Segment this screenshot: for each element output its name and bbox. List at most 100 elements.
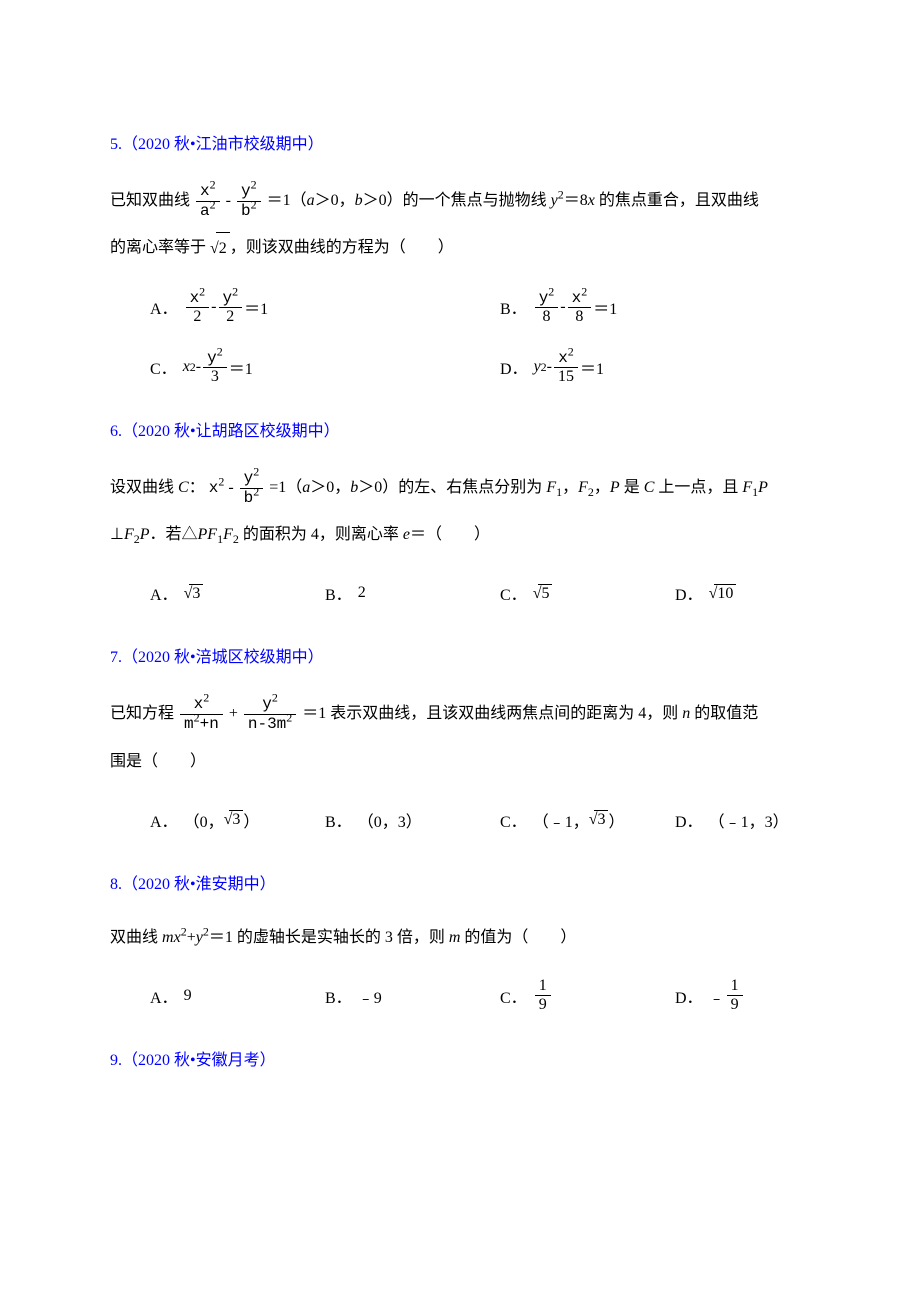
option-a[interactable]: A． x2 2 - y2 2 ＝1: [110, 277, 460, 337]
text: ．若△: [150, 526, 198, 543]
option-b[interactable]: B． 2: [285, 563, 460, 623]
var-p: P: [758, 479, 768, 496]
var-f: F: [124, 526, 134, 543]
sup: 2: [548, 284, 554, 298]
radicand: 3: [189, 584, 203, 603]
option-label: B．: [500, 295, 527, 319]
sup: 2: [217, 344, 223, 358]
sup: 2: [272, 691, 278, 705]
num-var: y: [244, 469, 254, 487]
option-label: C．: [150, 355, 177, 379]
var-f: F: [578, 479, 588, 496]
option-a[interactable]: A． （0， √3 ）: [110, 790, 285, 850]
question-8-header: 8.（2020 秋•淮安期中）: [110, 870, 810, 894]
var-f: F: [223, 526, 233, 543]
num-var: y: [262, 695, 272, 713]
var-y: y: [196, 929, 203, 946]
option-b[interactable]: B． （0，3）: [285, 790, 460, 850]
var-c: C: [178, 479, 189, 496]
text: 上一点，且: [654, 479, 742, 496]
option-label: C．: [500, 984, 527, 1008]
var-b: b: [355, 192, 363, 209]
var-p: P: [140, 526, 150, 543]
question-5-body-line2: 的离心率等于 √2，则该双曲线的方程为（ ）: [110, 232, 810, 265]
sqrt-icon: √3: [589, 810, 609, 829]
num: 1: [535, 977, 551, 996]
den: 9: [535, 996, 551, 1014]
var-m: m: [162, 929, 174, 946]
option-c[interactable]: C． （﹣1， √3 ）: [460, 790, 635, 850]
var-x: x: [588, 192, 595, 209]
question-7-header: 7.（2020 秋•涪城区校级期中）: [110, 643, 810, 667]
text: 已知双曲线: [110, 192, 190, 209]
den-var: n-3m: [248, 715, 286, 733]
num-var: y: [223, 289, 233, 307]
question-6-body-line2: ⊥F2P．若△PF1F2 的面积为 4，则离心率 e＝（ ）: [110, 519, 810, 551]
text: 已知方程: [110, 705, 174, 722]
option-c[interactable]: C． 1 9: [460, 966, 635, 1026]
question-7-body-line2: 围是（ ）: [110, 746, 810, 778]
option-label: A．: [150, 808, 178, 832]
sup: 2: [568, 344, 574, 358]
text: ＝1（: [267, 192, 307, 209]
den: 2: [219, 308, 243, 326]
question-6-body: 设双曲线 C： x2 - y2 b2 =1（a＞0，b＞0）的左、右焦点分别为 …: [110, 469, 810, 507]
question-5-header: 5.（2020 秋•江油市校级期中）: [110, 130, 810, 154]
var-y: y: [551, 192, 558, 209]
option-label: A．: [150, 581, 178, 605]
option-label: D．: [675, 984, 703, 1008]
text: 的离心率等于: [110, 239, 206, 256]
plus: +: [229, 705, 238, 722]
radicand: 2: [216, 232, 230, 265]
option-label: A．: [150, 295, 178, 319]
option-c[interactable]: C． x2 - y2 3 ＝1: [110, 337, 460, 397]
plus: +: [187, 929, 196, 946]
option-d[interactable]: D． √10: [635, 563, 810, 623]
text: ＝1 表示双曲线，且该双曲线两焦点间的距离为 4，则: [302, 705, 682, 722]
minus: -: [196, 358, 201, 376]
sqrt-icon: √2: [210, 232, 230, 265]
var: x: [183, 358, 190, 376]
question-6-options: A． √3 B． 2 C． √5 D． √10: [110, 563, 810, 623]
num-var: x: [572, 289, 582, 307]
question-8-body: 双曲线 mx2+y2＝1 的虚轴长是实轴长的 3 倍，则 m 的值为（ ）: [110, 922, 810, 954]
fraction: 1 9: [535, 977, 551, 1013]
minus: -: [228, 479, 233, 496]
option-d[interactable]: D． （﹣1，3）: [635, 790, 810, 850]
radicand: 10: [714, 584, 736, 603]
option-c[interactable]: C． √5: [460, 563, 635, 623]
option-a[interactable]: A． 9: [110, 966, 285, 1026]
eq: ＝1: [244, 295, 268, 319]
fraction: y2 b2: [240, 469, 264, 507]
fraction: x2 15: [554, 349, 578, 386]
option-d[interactable]: D． y2 - x2 15 ＝1: [460, 337, 810, 397]
radicand: 3: [229, 810, 243, 829]
option-label: C．: [500, 581, 527, 605]
den-var: b: [244, 489, 254, 507]
question-5-body: 已知双曲线 x2 a2 - y2 b2 ＝1（a＞0，b＞0）的一个焦点与抛物线…: [110, 182, 810, 220]
sqrt-icon: √3: [224, 810, 244, 829]
perp: ⊥: [110, 526, 124, 543]
var-a: a: [307, 192, 315, 209]
text: ）: [608, 808, 624, 832]
option-b[interactable]: B． ﹣9: [285, 966, 460, 1026]
option-label: B．: [325, 808, 352, 832]
text: ＞0）的左、右焦点分别为: [358, 479, 546, 496]
option-a[interactable]: A． √3: [110, 563, 285, 623]
question-9-header: 9.（2020 秋•安徽月考）: [110, 1046, 810, 1070]
var-f: F: [546, 479, 556, 496]
option-d[interactable]: D． ﹣ 1 9: [635, 966, 810, 1026]
fraction: x2 a2: [196, 182, 220, 220]
text: ）: [243, 808, 259, 832]
var-x: x: [174, 929, 181, 946]
sup: 2: [251, 178, 257, 192]
sup: 2: [286, 711, 292, 725]
minus: -: [226, 192, 231, 209]
option-b[interactable]: B． y2 8 - x2 8 ＝1: [460, 277, 810, 337]
minus: -: [211, 298, 216, 316]
option-label: D．: [675, 581, 703, 605]
text: ，则该双曲线的方程为（ ）: [230, 239, 454, 256]
den: 2: [186, 308, 210, 326]
num-var: y: [241, 182, 251, 200]
fraction: y2 b2: [237, 182, 261, 220]
